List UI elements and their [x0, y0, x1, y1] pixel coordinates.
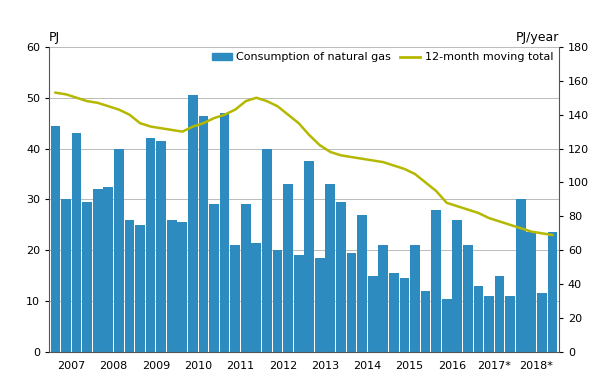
Legend: Consumption of natural gas, 12-month moving total: Consumption of natural gas, 12-month mov…	[212, 52, 553, 63]
Bar	[453, 220, 462, 352]
Bar	[548, 232, 558, 352]
Bar	[505, 296, 515, 352]
Bar	[283, 184, 293, 352]
Bar	[188, 95, 198, 352]
Bar	[135, 225, 145, 352]
Text: PJ/year: PJ/year	[515, 31, 559, 44]
Bar	[473, 286, 483, 352]
Bar	[273, 250, 282, 352]
Bar	[146, 138, 155, 352]
Bar	[378, 245, 388, 352]
Bar	[315, 258, 325, 352]
Bar	[209, 204, 219, 352]
Bar	[442, 299, 451, 352]
Bar	[230, 245, 240, 352]
Bar	[241, 204, 251, 352]
Bar	[157, 141, 166, 352]
Bar	[347, 253, 356, 352]
Bar	[82, 202, 92, 352]
Bar	[72, 133, 82, 352]
Text: PJ: PJ	[49, 31, 60, 44]
Bar	[400, 278, 410, 352]
Bar	[537, 293, 546, 352]
Bar	[167, 220, 177, 352]
Bar	[431, 210, 441, 352]
Bar	[220, 113, 230, 352]
Bar	[357, 215, 367, 352]
Bar	[305, 161, 314, 352]
Bar	[516, 199, 526, 352]
Bar	[325, 184, 335, 352]
Bar	[125, 220, 134, 352]
Bar	[61, 199, 71, 352]
Bar	[410, 245, 420, 352]
Bar	[484, 296, 494, 352]
Bar	[336, 202, 346, 352]
Bar	[389, 273, 398, 352]
Bar	[463, 245, 473, 352]
Bar	[177, 222, 187, 352]
Bar	[495, 276, 504, 352]
Bar	[114, 149, 124, 352]
Bar	[50, 126, 60, 352]
Bar	[93, 189, 103, 352]
Bar	[421, 291, 430, 352]
Bar	[262, 149, 272, 352]
Bar	[104, 187, 113, 352]
Bar	[526, 232, 536, 352]
Bar	[198, 116, 208, 352]
Bar	[368, 276, 378, 352]
Bar	[293, 255, 303, 352]
Bar	[252, 242, 261, 352]
